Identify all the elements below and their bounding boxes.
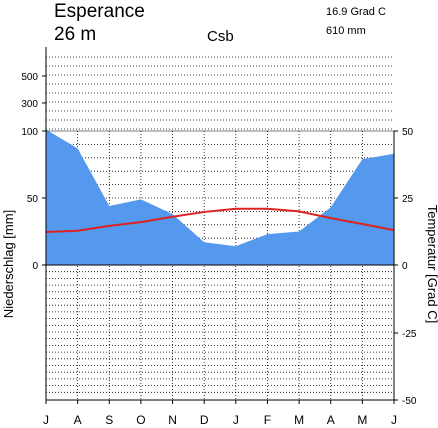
grid-lines — [46, 56, 394, 400]
month-tick-label: O — [136, 413, 145, 427]
annual-precipitation: 610 mm — [326, 25, 366, 37]
precipitation-area — [46, 129, 394, 265]
left-tick-label: 100 — [21, 127, 38, 138]
temperature-line — [45, 207, 395, 234]
month-tick-label: J — [391, 413, 397, 427]
precipitation-area-series — [46, 129, 394, 265]
temperature-line-series — [45, 207, 395, 234]
month-tick-label: N — [168, 413, 177, 427]
mean-temperature: 16.9 Grad C — [326, 6, 386, 18]
month-tick-label: M — [294, 413, 304, 427]
month-tick-label: D — [200, 413, 209, 427]
left-tick-label: 500 — [21, 72, 38, 83]
left-axis-label: Niederschlag [mm] — [1, 210, 16, 318]
month-tick-label: J — [233, 413, 239, 427]
station-name: Esperance — [54, 1, 145, 22]
month-tick-label: M — [357, 413, 367, 427]
right-tick-label: -25 — [402, 329, 417, 340]
month-tick-label: J — [43, 413, 49, 427]
right-tick-label: 25 — [402, 194, 414, 205]
right-tick-label: 0 — [402, 261, 408, 272]
right-tick-label: -50 — [402, 396, 417, 407]
right-axis-label: Temperatur [Grad C] — [425, 205, 438, 324]
month-tick-label: S — [105, 413, 113, 427]
right-tick-label: 50 — [402, 127, 414, 138]
month-tick-label: A — [327, 413, 335, 427]
month-tick-label: A — [74, 413, 82, 427]
left-tick-label: 300 — [21, 99, 38, 110]
climate-classification: Csb — [207, 28, 234, 45]
left-tick-label: 50 — [27, 194, 39, 205]
month-tick-label: F — [264, 413, 271, 427]
left-tick-label: 0 — [32, 261, 38, 272]
station-elevation: 26 m — [54, 24, 96, 45]
